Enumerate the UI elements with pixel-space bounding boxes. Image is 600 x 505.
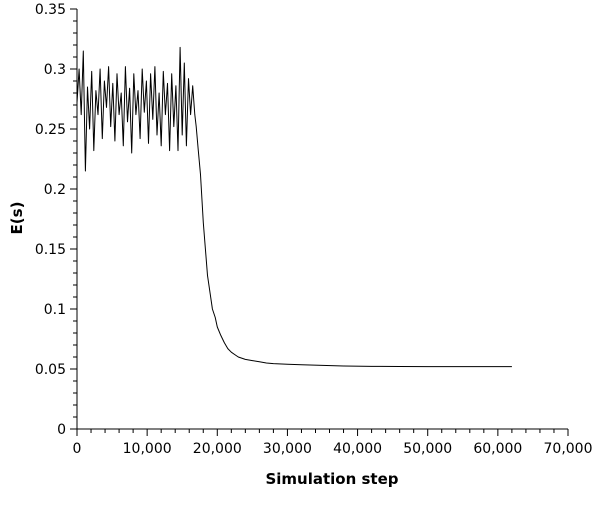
x-tick-label: 50,000 [403,441,452,457]
x-axis-title: Simulation step [265,470,398,488]
x-tick-label: 40,000 [333,441,382,457]
y-tick-label: 0.15 [35,242,66,258]
series-layer [76,46,512,368]
x-tick-label: 20,000 [193,441,242,457]
x-tick-label: 0 [73,441,82,457]
x-tick-label: 60,000 [473,441,522,457]
x-tick-label: 10,000 [123,441,172,457]
y-axis-title: E(s) [8,202,26,235]
tick-labels: 0 0.05 0.1 0.15 0.2 0.25 0.3 0.35 0 10,000 20,000 3… [35,2,593,457]
y-tick-label: 0.1 [44,302,66,318]
y-tick-label: 0.05 [35,362,66,378]
x-tick-label: 70,000 [544,441,593,457]
y-tick-label: 0.2 [44,182,66,198]
series-line-0 [76,46,512,368]
ticks [70,8,569,436]
x-tick-label: 30,000 [263,441,312,457]
y-tick-label: 0.3 [44,62,66,78]
y-tick-label: 0.35 [35,2,66,18]
y-tick-label: 0.25 [35,122,66,138]
axes [76,9,568,430]
y-tick-label: 0 [57,422,66,438]
